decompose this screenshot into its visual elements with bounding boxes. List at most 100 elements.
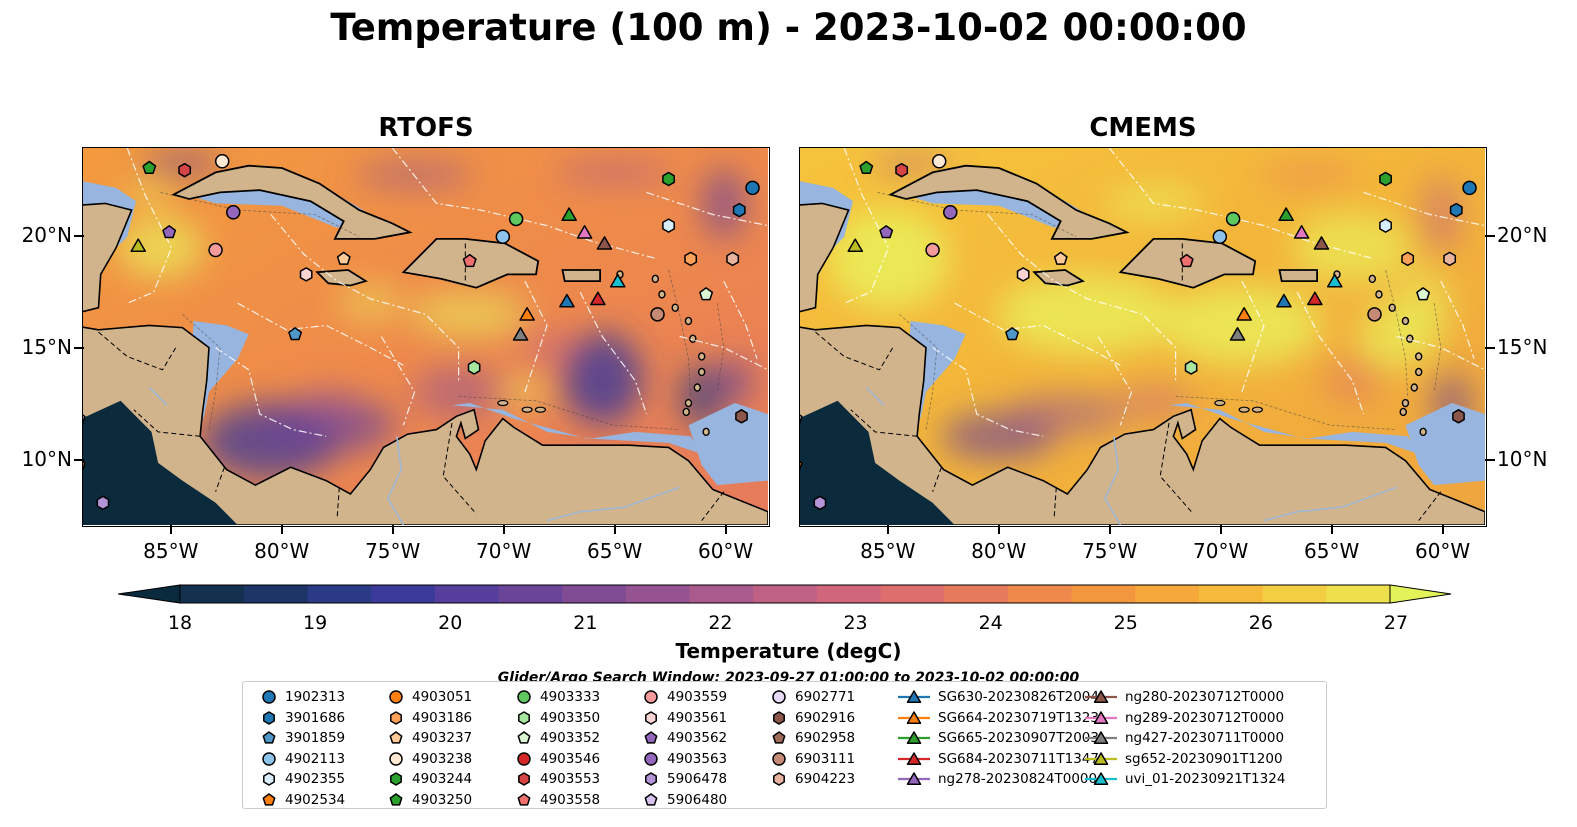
marker-4903333 — [508, 211, 524, 227]
triangle-marker-icon — [1085, 751, 1117, 765]
pentagon-marker-icon — [517, 731, 531, 744]
marker-4903250 — [859, 160, 874, 174]
marker-4903561 — [1016, 267, 1030, 282]
colorbar-bin — [1007, 585, 1073, 603]
legend-item: 4903350 — [514, 709, 600, 727]
lon-tick-mark — [1330, 525, 1333, 534]
colorbar-tick-label: 24 — [978, 612, 1003, 634]
legend-marker — [906, 710, 922, 724]
triangle-marker-icon — [898, 772, 930, 786]
marker-6903111 — [650, 307, 665, 322]
legend-marker — [262, 751, 276, 766]
marker-4902534 — [800, 460, 803, 471]
marker-4903562 — [879, 225, 894, 239]
lon-tick-mark — [886, 525, 889, 534]
legend-label: uvi_01-20230921T1324 — [1125, 771, 1286, 787]
legend-marker — [906, 772, 922, 786]
legend-item: 4903238 — [386, 750, 472, 768]
legend-item: 5906480 — [641, 791, 727, 809]
legend-item: 3901859 — [259, 729, 345, 747]
circle-marker-icon — [262, 751, 276, 766]
lat-tick-mark — [74, 347, 84, 350]
legend-label: SG664-20230719T1323 — [938, 709, 1099, 726]
legend-label: 4903546 — [540, 750, 601, 767]
colorbar-bin — [1135, 585, 1200, 603]
marker-4903238 — [214, 154, 230, 169]
marker-sg652-20230901T1200 — [130, 238, 147, 253]
circle-marker-icon — [644, 690, 658, 704]
marker-4902113 — [1212, 229, 1228, 244]
hexagon-marker-icon — [390, 772, 402, 786]
legend-label: 4903559 — [667, 689, 728, 705]
marker-3901686 — [732, 202, 746, 218]
legend-item: 6903111 — [769, 750, 855, 768]
lon-tick-label: 75°W — [1082, 539, 1138, 563]
lat-tick-mark — [1485, 235, 1495, 238]
circle-marker-icon — [644, 751, 658, 766]
colorbar-bin — [625, 585, 691, 603]
legend-marker — [390, 710, 402, 725]
legend-marker — [772, 690, 786, 704]
lon-tick-mark — [997, 525, 1000, 534]
legend-label: 6902958 — [795, 730, 856, 746]
lon-tick-label: 75°W — [365, 539, 421, 563]
legend-marker — [906, 731, 922, 745]
triangle-marker-icon — [898, 731, 930, 745]
triangle-marker-icon — [898, 710, 930, 724]
lon-tick-label: 85°W — [860, 539, 916, 563]
legend-label: 1902313 — [285, 689, 346, 705]
legend-label: SG665-20230907T2003 — [938, 730, 1099, 746]
lon-tick-label: 65°W — [1304, 539, 1360, 563]
legend-label: 4903553 — [540, 771, 601, 787]
rivers — [148, 386, 680, 526]
hexagon-marker-icon — [773, 710, 785, 725]
lon-tick-mark — [613, 525, 616, 534]
colorbar-bin — [1198, 585, 1264, 603]
legend-item: 6904223 — [769, 770, 855, 788]
lon-tick-mark — [391, 525, 394, 534]
legend-label: sg652-20230901T1200 — [1125, 750, 1283, 767]
legend-label: 4902534 — [285, 791, 346, 808]
marker-4903352 — [1416, 287, 1431, 301]
marker-4903186 — [1401, 251, 1415, 267]
legend-label: 5906478 — [667, 771, 728, 787]
circle-marker-icon — [389, 690, 403, 704]
legend-label: 4903244 — [412, 771, 473, 787]
marker-ng280-20230712T0000 — [1313, 236, 1330, 250]
legend-label: 4903561 — [667, 709, 728, 726]
colorbar-tick-label: 27 — [1383, 612, 1409, 634]
lon-tick-label: 70°W — [1193, 539, 1249, 563]
lon-tick-mark — [280, 525, 283, 534]
marker-5906478 — [813, 495, 827, 511]
legend-marker — [262, 792, 276, 806]
colorbar-bin — [498, 585, 563, 603]
legend-item: 4903250 — [386, 791, 472, 809]
legend-marker — [390, 772, 402, 786]
legend-item: 4903562 — [641, 729, 727, 747]
hexagon-marker-icon — [645, 772, 657, 786]
legend-label: 6902771 — [795, 689, 856, 705]
legend-item: 4903553 — [514, 770, 600, 788]
marker-4903237 — [1053, 251, 1068, 265]
colorbar-tick-label: 25 — [1113, 612, 1138, 634]
marker-5906480 — [800, 414, 803, 425]
legend-marker — [518, 772, 530, 786]
pentagon-marker-icon — [644, 731, 658, 744]
colorbar-tick-label: 22 — [708, 612, 733, 634]
marker-ng427-20230711T0000 — [1229, 327, 1246, 341]
legend-marker — [518, 710, 530, 725]
legend-item: 4903051 — [386, 688, 472, 706]
circle-marker-icon — [389, 751, 403, 766]
panel-title-cmems: CMEMS — [1089, 113, 1197, 143]
legend-label: 4902113 — [285, 750, 346, 767]
legend-item: sg652-20230901T1200 — [1083, 750, 1283, 768]
marker-4903186 — [684, 251, 698, 267]
marker-3901859 — [288, 327, 303, 341]
bathymetry-contours — [877, 192, 1442, 430]
legend-item: ng280-20230712T0000 — [1083, 688, 1284, 706]
glider-argo-markers — [800, 154, 1477, 511]
circle-marker-icon — [262, 690, 276, 704]
land — [800, 164, 1486, 526]
legend-marker — [389, 792, 403, 806]
legend-marker — [389, 731, 403, 744]
